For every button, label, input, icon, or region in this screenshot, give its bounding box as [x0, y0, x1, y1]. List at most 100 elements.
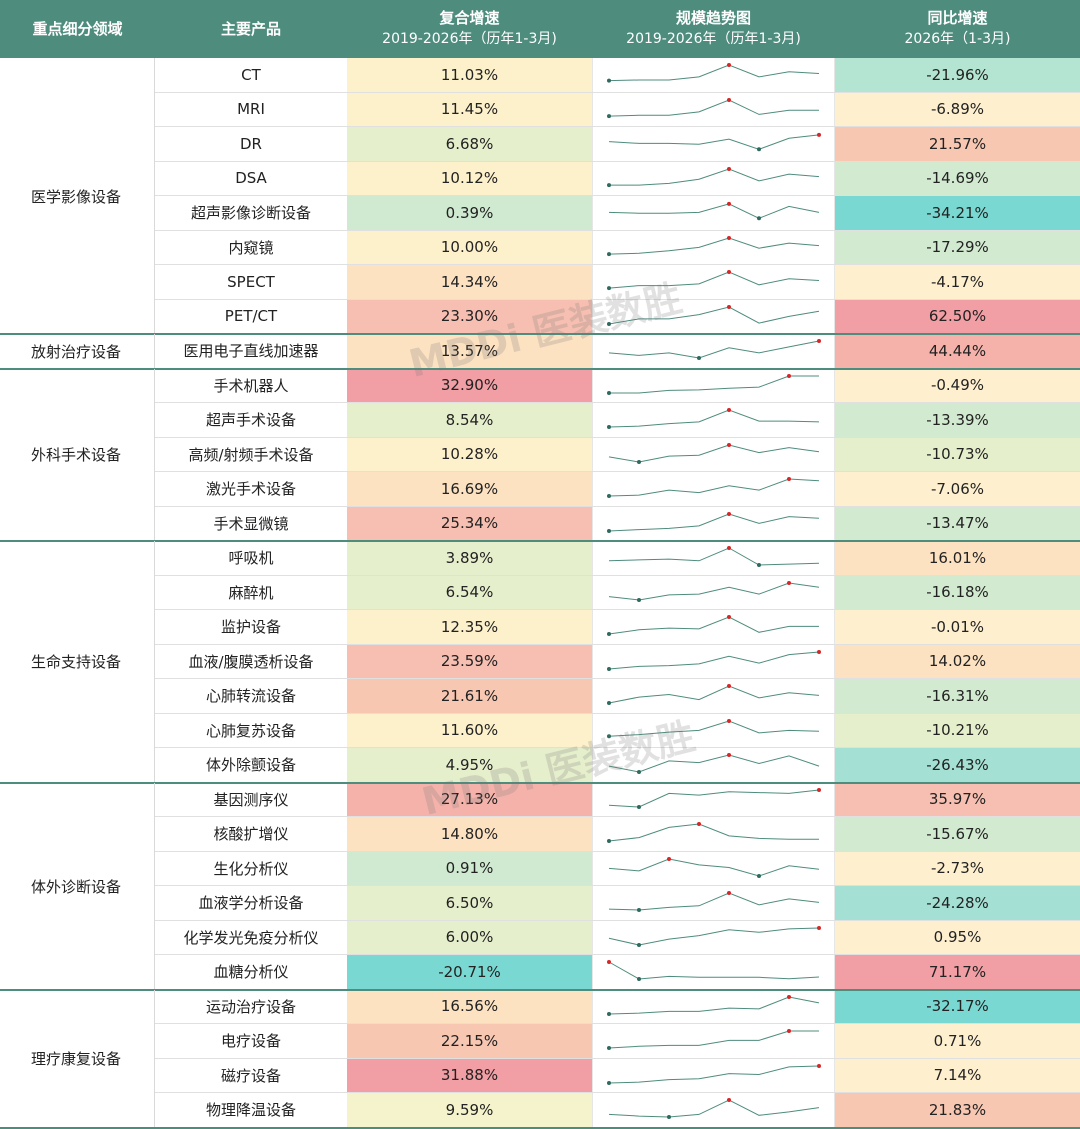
sparkline-svg — [607, 1063, 821, 1085]
sparkline-line — [608, 823, 819, 842]
sparkline-min-point — [607, 182, 611, 187]
table-row: 心肺转流设备 21.61% -16.31% — [155, 679, 1080, 714]
sparkline-min-point — [637, 908, 641, 912]
cagr-value: 11.03% — [347, 58, 592, 92]
table-row: 化学发光免疫分析仪 6.00% 0.95% — [155, 920, 1080, 955]
sparkline-svg — [607, 994, 820, 1016]
product-name: 超声手术设备 — [205, 411, 296, 430]
table-row: 生化分析仪 0.91% -2.73% — [155, 851, 1080, 886]
sparkline-min-point — [607, 321, 611, 326]
cagr-value: 14.80% — [347, 817, 592, 851]
sparkline-min-point — [607, 1046, 611, 1050]
category-label: 医学影像设备 — [0, 58, 155, 334]
trend-sparkline — [592, 955, 835, 989]
product-name: 呼吸机 — [228, 549, 274, 568]
cagr-value: 6.68% — [347, 127, 592, 161]
product-name: 心肺复苏设备 — [205, 721, 296, 740]
sparkline-svg — [607, 684, 820, 705]
sparkline-max-point — [727, 891, 731, 895]
cagr-value: 16.69% — [347, 472, 592, 506]
sparkline-min-point — [607, 666, 611, 671]
table-row: 心肺复苏设备 11.60% -10.21% — [155, 713, 1080, 748]
category-label: 理疗康复设备 — [0, 989, 155, 1128]
cagr-value: 10.12% — [347, 161, 592, 195]
yoy-value: 0.95% — [835, 920, 1080, 954]
cagr-value: 23.30% — [347, 299, 592, 333]
yoy-value: 44.44% — [835, 334, 1080, 368]
sparkline-max-point — [817, 787, 821, 792]
table-row: DSA 10.12% -14.69% — [155, 161, 1080, 196]
sparkline-max-point — [727, 97, 731, 102]
yoy-value: -0.49% — [835, 368, 1080, 402]
sparkline-line — [608, 581, 820, 601]
header-yoy-title: 同比增速 — [927, 9, 988, 27]
trend-sparkline — [592, 575, 835, 609]
product-name: 磁疗设备 — [220, 1066, 281, 1085]
table-row: 物理降温设备 9.59% 21.83% — [155, 1093, 1080, 1128]
sparkline-min-point — [607, 251, 611, 256]
yoy-value: 0.71% — [835, 1024, 1080, 1058]
sparkline-svg — [607, 822, 819, 843]
yoy-value: -13.47% — [835, 506, 1080, 540]
category-label: 放射治疗设备 — [0, 334, 155, 369]
trend-sparkline — [592, 230, 835, 264]
trend-sparkline — [592, 989, 835, 1023]
sparkline-max-point — [727, 1098, 731, 1102]
sparkline-min-point — [607, 839, 611, 843]
product-name: 医用电子直线加速器 — [183, 342, 319, 361]
sparkline-max-point — [817, 1063, 821, 1068]
yoy-value: -6.89% — [835, 92, 1080, 126]
sparkline-line — [608, 1030, 819, 1049]
group-divider — [0, 540, 1080, 542]
product-name: 麻醉机 — [228, 583, 274, 602]
product-name: 运动治疗设备 — [205, 997, 296, 1016]
trend-sparkline — [592, 368, 835, 402]
sparkline-svg — [607, 649, 821, 671]
sparkline-line — [608, 789, 820, 808]
table-row: 医用电子直线加速器 13.57% 44.44% — [155, 334, 1080, 369]
product-name: 电疗设备 — [220, 1032, 281, 1051]
sparkline-line — [608, 1099, 820, 1118]
trend-sparkline — [592, 817, 835, 851]
yoy-value: -32.17% — [835, 989, 1080, 1023]
sparkline-min-point — [667, 1115, 671, 1119]
table-row: 手术机器人 32.90% -0.49% — [155, 368, 1080, 403]
header-cagr-subtitle: 2019-2026年（历年1-3月) — [382, 31, 557, 47]
trend-sparkline — [592, 1024, 835, 1058]
cagr-value: 11.45% — [347, 92, 592, 126]
group-divider — [0, 367, 1080, 370]
sparkline-min-point — [637, 977, 641, 981]
sparkline-min-point — [607, 632, 611, 636]
table-row: 超声手术设备 8.54% -13.39% — [155, 403, 1080, 438]
cagr-value: 23.59% — [347, 644, 592, 678]
table-row: 运动治疗设备 16.56% -32.17% — [155, 989, 1080, 1024]
trend-sparkline — [592, 782, 835, 816]
table-row: PET/CT 23.30% 62.50% — [155, 299, 1080, 334]
product-name: 体外除颤设备 — [205, 756, 296, 775]
sparkline-min-point — [757, 147, 761, 152]
trend-sparkline — [592, 920, 835, 954]
sparkline-svg — [608, 546, 820, 567]
cagr-value: 31.88% — [347, 1058, 592, 1092]
yoy-value: 71.17% — [835, 955, 1080, 989]
sparkline-min-point — [607, 733, 611, 738]
sparkline-svg — [608, 891, 820, 912]
sparkline-svg — [608, 925, 821, 947]
sparkline-max-point — [667, 856, 671, 861]
sparkline-line — [608, 64, 820, 82]
cagr-value: 0.91% — [347, 851, 592, 885]
sparkline-line — [608, 892, 820, 911]
header-category-label: 重点细分领域 — [32, 19, 123, 38]
sparkline-max-point — [817, 339, 821, 343]
yoy-value: 16.01% — [835, 541, 1080, 575]
group-divider — [0, 1126, 1080, 1129]
header-trend-title: 规模趋势图 — [675, 9, 751, 27]
table-row: 血液学分析设备 6.50% -24.28% — [155, 886, 1080, 921]
sparkline-svg — [607, 718, 820, 738]
trend-sparkline — [592, 851, 835, 885]
sparkline-max-point — [697, 822, 701, 826]
yoy-value: -2.73% — [835, 851, 1080, 885]
sparkline-min-point — [607, 425, 611, 429]
yoy-value: -17.29% — [835, 230, 1080, 264]
sparkline-max-point — [817, 925, 821, 930]
